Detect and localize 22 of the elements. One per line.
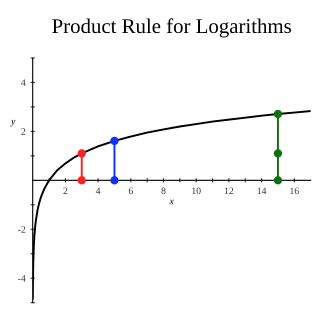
chart-title: Product Rule for Logarithms bbox=[52, 18, 291, 38]
point bbox=[78, 176, 86, 184]
x-tick-label: 8 bbox=[161, 188, 166, 194]
y-tick-label: 4 bbox=[21, 79, 26, 86]
x-axis-title: x bbox=[169, 200, 174, 204]
x-tick-label: 14 bbox=[258, 188, 266, 194]
point bbox=[274, 110, 282, 118]
y-tick-label: -2 bbox=[18, 226, 26, 233]
point bbox=[274, 176, 282, 184]
x-tick-label: 12 bbox=[224, 188, 234, 194]
x-tick-label: 2 bbox=[63, 188, 68, 194]
point bbox=[78, 149, 86, 158]
point bbox=[274, 149, 282, 158]
y-axis-title: y bbox=[10, 120, 16, 126]
point bbox=[110, 136, 119, 146]
x-tick-label: 4 bbox=[96, 188, 100, 194]
x-tick-label: 10 bbox=[192, 188, 201, 194]
x-tick-label: 16 bbox=[290, 188, 299, 194]
point bbox=[110, 176, 119, 184]
y-tick-label: 2 bbox=[21, 128, 26, 135]
y-tick-label: -4 bbox=[18, 275, 26, 282]
x-tick-label: 6 bbox=[128, 188, 133, 194]
